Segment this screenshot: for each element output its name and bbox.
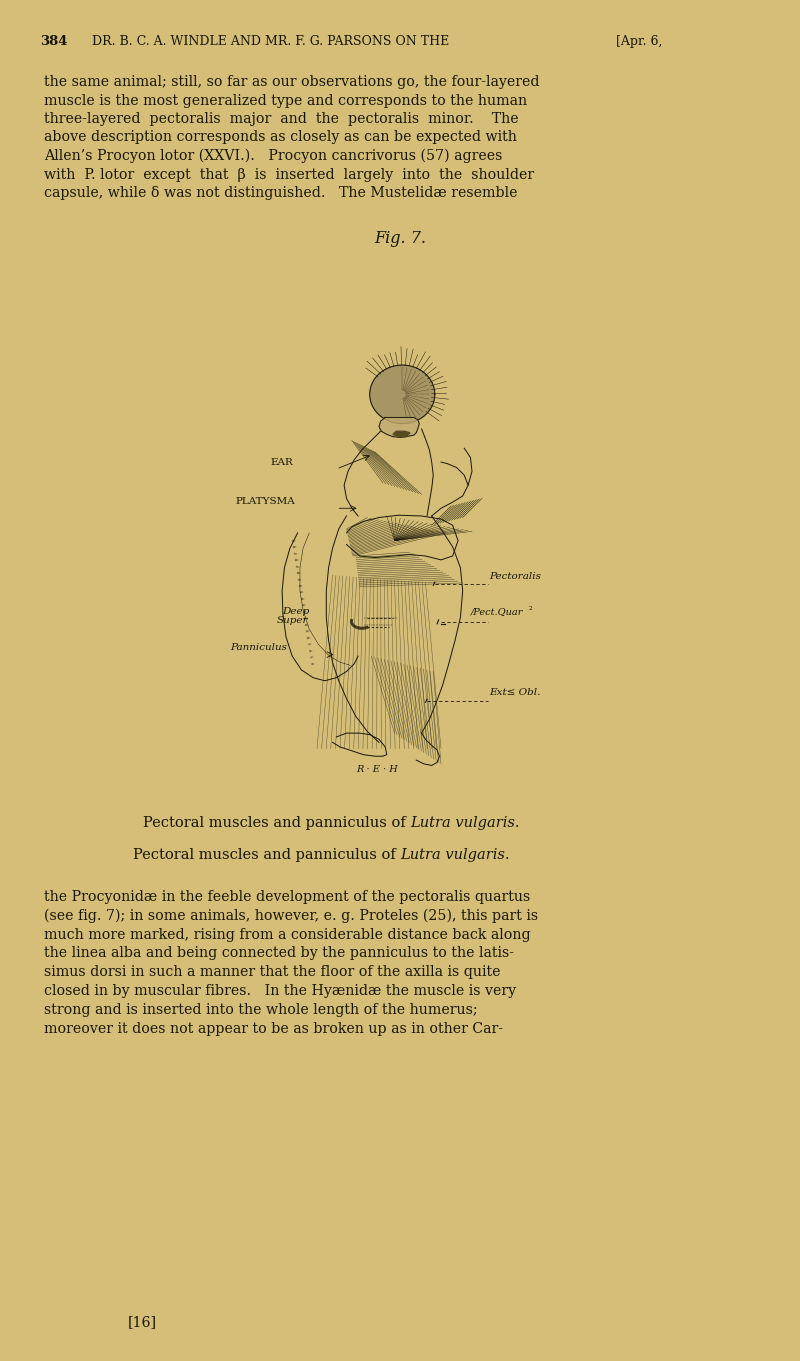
Text: muscle is the most generalized type and corresponds to the human: muscle is the most generalized type and …	[44, 94, 527, 108]
Text: much more marked, rising from a considerable distance back along: much more marked, rising from a consider…	[44, 928, 530, 942]
Text: PLATYSMA: PLATYSMA	[236, 497, 295, 506]
Text: closed in by muscular fibres.   In the Hyænidæ the muscle is very: closed in by muscular fibres. In the Hyæ…	[44, 984, 516, 998]
Text: the linea alba and being connected by the panniculus to the latis-: the linea alba and being connected by th…	[44, 946, 514, 961]
Text: Pectoral muscles and panniculus of: Pectoral muscles and panniculus of	[142, 817, 410, 830]
Text: Lutra vulgaris.: Lutra vulgaris.	[410, 817, 519, 830]
Text: three-layered  pectoralis  major  and  the  pectoralis  minor.    The: three-layered pectoralis major and the p…	[44, 112, 518, 127]
Text: Fig. 7.: Fig. 7.	[374, 230, 426, 246]
Text: strong and is inserted into the whole length of the humerus;: strong and is inserted into the whole le…	[44, 1003, 478, 1017]
Polygon shape	[379, 418, 419, 437]
Text: (see fig. 7); in some animals, however, e. g. Proteles (25), this part is: (see fig. 7); in some animals, however, …	[44, 909, 538, 923]
Polygon shape	[393, 431, 410, 437]
Text: simus dorsi in such a manner that the floor of the axilla is quite: simus dorsi in such a manner that the fl…	[44, 965, 501, 979]
Text: the Procyonidæ in the feeble development of the pectoralis quartus: the Procyonidæ in the feeble development…	[44, 890, 530, 904]
Polygon shape	[370, 365, 435, 423]
Text: Pectoral muscles and panniculus of: Pectoral muscles and panniculus of	[133, 848, 400, 862]
Text: ²: ²	[529, 606, 532, 615]
Text: the same animal; still, so far as our observations go, the four-layered: the same animal; still, so far as our ob…	[44, 75, 539, 88]
Text: Allen’s Procyon lotor (XXVI.).   Procyon cancrivorus (57) agrees: Allen’s Procyon lotor (XXVI.). Procyon c…	[44, 148, 502, 163]
Text: Panniculus: Panniculus	[230, 642, 287, 652]
Text: [16]: [16]	[128, 1315, 157, 1328]
Text: Super: Super	[277, 617, 308, 625]
Text: with  P. lotor  except  that  β  is  inserted  largely  into  the  shoulder: with P. lotor except that β is inserted …	[44, 167, 534, 181]
Text: 384: 384	[40, 35, 67, 48]
Text: capsule, while δ was not distinguished.   The Mustelidæ resemble: capsule, while δ was not distinguished. …	[44, 186, 518, 200]
Text: DR. B. C. A. WINDLE AND MR. F. G. PARSONS ON THE: DR. B. C. A. WINDLE AND MR. F. G. PARSON…	[92, 35, 450, 48]
Text: /Pect.Quar: /Pect.Quar	[470, 607, 523, 617]
Text: Pectoralis: Pectoralis	[489, 572, 541, 581]
Text: Deep: Deep	[282, 607, 310, 615]
Text: EAR: EAR	[270, 459, 294, 467]
Text: above description corresponds as closely as can be expected with: above description corresponds as closely…	[44, 131, 517, 144]
Text: Lutra vulgaris.: Lutra vulgaris.	[400, 848, 510, 862]
Text: [Apr. 6,: [Apr. 6,	[616, 35, 662, 48]
Text: R · E · H: R · E · H	[356, 765, 398, 773]
Text: Ext≤ Obl.: Ext≤ Obl.	[489, 689, 541, 697]
Text: moreover it does not appear to be as broken up as in other Car-: moreover it does not appear to be as bro…	[44, 1022, 503, 1036]
